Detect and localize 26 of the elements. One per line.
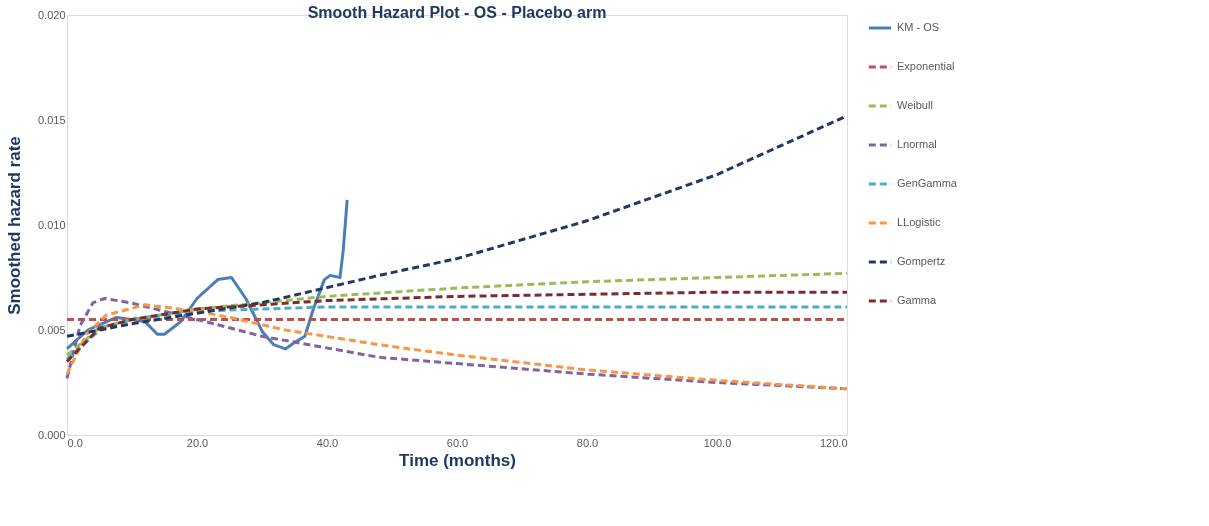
- line-series: [65, 290, 849, 363]
- x-tick-label: 20.0: [186, 436, 209, 449]
- line-series: [65, 271, 849, 357]
- line-series: [65, 305, 849, 361]
- y-tick-label: 0.015: [37, 113, 66, 126]
- legend-label: Weibull: [897, 99, 933, 111]
- x-axis-title: Time (months): [399, 450, 516, 470]
- chart-title: Smooth Hazard Plot - OS - Placebo arm: [307, 4, 607, 21]
- legend-label: Lnormal: [897, 138, 937, 150]
- legend-label: Gamma: [897, 294, 937, 306]
- y-tick-label: 0.010: [37, 218, 66, 231]
- legend-label: Exponential: [897, 60, 955, 72]
- legend-label: KM - OS: [897, 21, 940, 33]
- x-tick-label: 60.0: [446, 436, 469, 449]
- x-tick-label: 120.0: [819, 436, 848, 449]
- y-tick-label: 0.020: [37, 8, 66, 21]
- y-tick-label: 0.000: [37, 428, 66, 441]
- y-axis-title: Smoothed hazard rate: [4, 136, 24, 315]
- x-tick-label: 40.0: [316, 436, 339, 449]
- legend-label: GenGamma: [897, 177, 958, 189]
- x-tick-label: 100.0: [703, 436, 732, 449]
- legend-label: LLogistic: [897, 216, 941, 228]
- legend-label: Gompertz: [897, 255, 946, 267]
- y-tick-label: 0.005: [37, 323, 66, 336]
- x-tick-label: 0.0: [67, 436, 83, 449]
- x-tick-label: 80.0: [576, 436, 599, 449]
